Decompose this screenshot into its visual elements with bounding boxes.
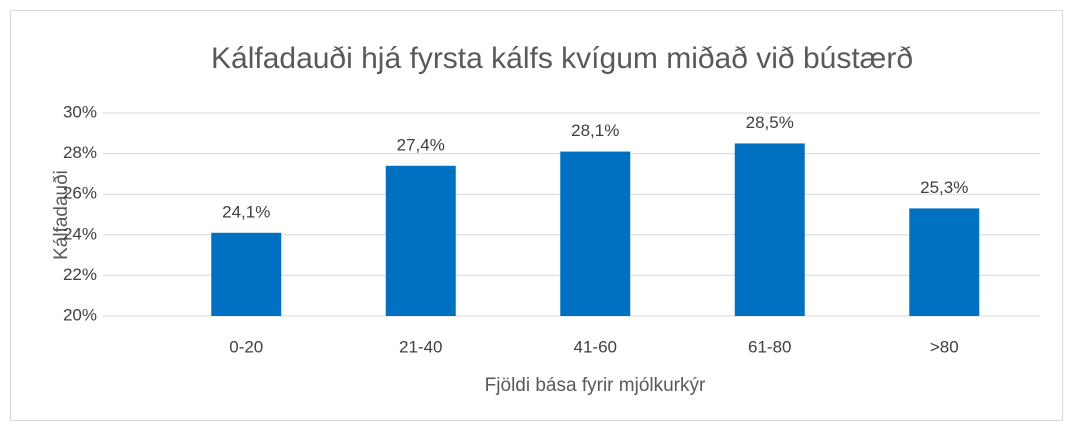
- bar: [909, 208, 980, 316]
- y-tick-label: 28%: [63, 143, 97, 162]
- y-axis-title: Kálfadauði: [51, 170, 72, 260]
- y-tick-label: 26%: [63, 184, 97, 203]
- chart-title: Kálfadauði hjá fyrsta kálfs kvígum miðað…: [211, 42, 913, 75]
- y-tick-label: 30%: [63, 102, 97, 121]
- bar: [211, 232, 282, 316]
- data-label: 27,4%: [397, 135, 445, 154]
- y-tick-label: 22%: [63, 265, 97, 284]
- data-label: 24,1%: [222, 202, 270, 221]
- bar: [385, 165, 456, 316]
- chart-border: [10, 10, 1063, 421]
- data-label: 25,3%: [920, 178, 968, 197]
- x-tick-label: 61-80: [748, 337, 791, 356]
- x-tick-label: >80: [930, 337, 959, 356]
- bar: [560, 151, 631, 316]
- data-label: 28,1%: [571, 121, 619, 140]
- x-tick-label: 21-40: [399, 337, 442, 356]
- x-axis-title: Fjöldi bása fyrir mjólkurkýr: [485, 375, 706, 396]
- y-tick-label: 24%: [63, 224, 97, 243]
- bar: [734, 143, 805, 316]
- x-tick-label: 0-20: [229, 337, 263, 356]
- x-tick-label: 41-60: [574, 337, 617, 356]
- data-label: 28,5%: [746, 113, 794, 132]
- y-tick-label: 20%: [63, 305, 97, 324]
